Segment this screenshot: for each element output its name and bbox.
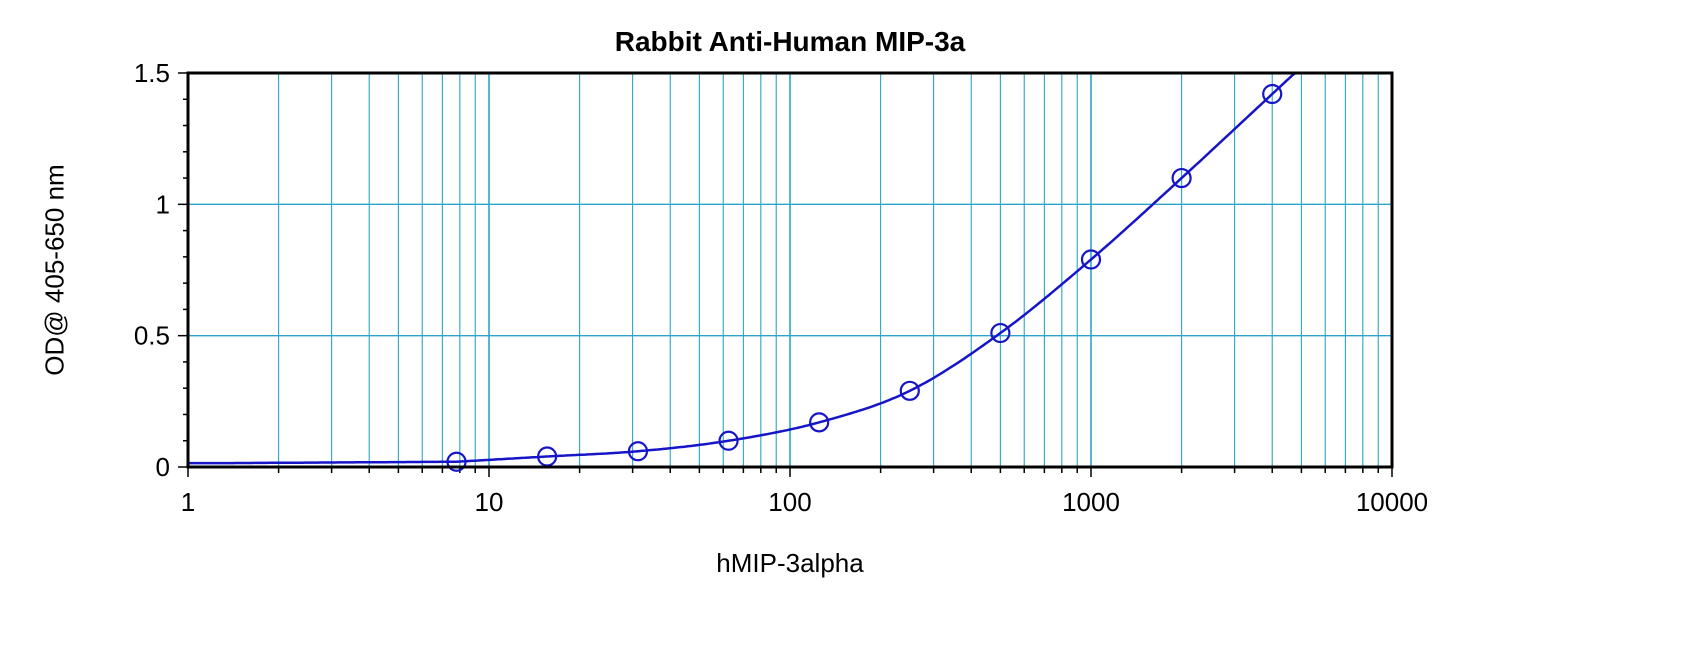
chart-title: Rabbit Anti-Human MIP-3a <box>614 26 966 57</box>
data-point <box>537 446 558 467</box>
x-tick-label: 100 <box>768 487 811 517</box>
data-point <box>718 430 739 451</box>
tick-layer <box>178 72 1393 477</box>
x-axis-label: hMIP-3alpha <box>716 548 864 578</box>
grid-layer <box>188 73 1392 467</box>
plot-frame <box>186 71 1394 469</box>
data-point <box>446 451 467 472</box>
curve-layer <box>188 71 1297 465</box>
data-point <box>1262 83 1283 105</box>
data-point <box>1080 249 1102 270</box>
y-axis-label-text: OD@ 405-650 nm <box>39 164 70 376</box>
x-tick-label: 1000 <box>1062 487 1120 517</box>
data-point <box>899 380 920 401</box>
point-layer <box>446 83 1283 472</box>
data-point <box>990 322 1011 344</box>
x-tick-label: 10000 <box>1356 487 1428 517</box>
data-point <box>627 441 649 462</box>
data-point <box>1171 167 1192 189</box>
data-point <box>809 412 830 433</box>
fit-curve <box>188 71 1297 465</box>
x-tick-label: 10 <box>475 487 504 517</box>
x-tick-label: 1 <box>181 487 195 517</box>
y-tick-label: 0 <box>156 452 170 482</box>
tick-label-layer: 1 10 100 1000 10000 0 0.5 1 1.5 <box>134 58 1428 517</box>
y-tick-label: 0.5 <box>134 321 170 351</box>
y-tick-label: 1.5 <box>134 58 170 88</box>
y-tick-label: 1 <box>156 189 170 219</box>
